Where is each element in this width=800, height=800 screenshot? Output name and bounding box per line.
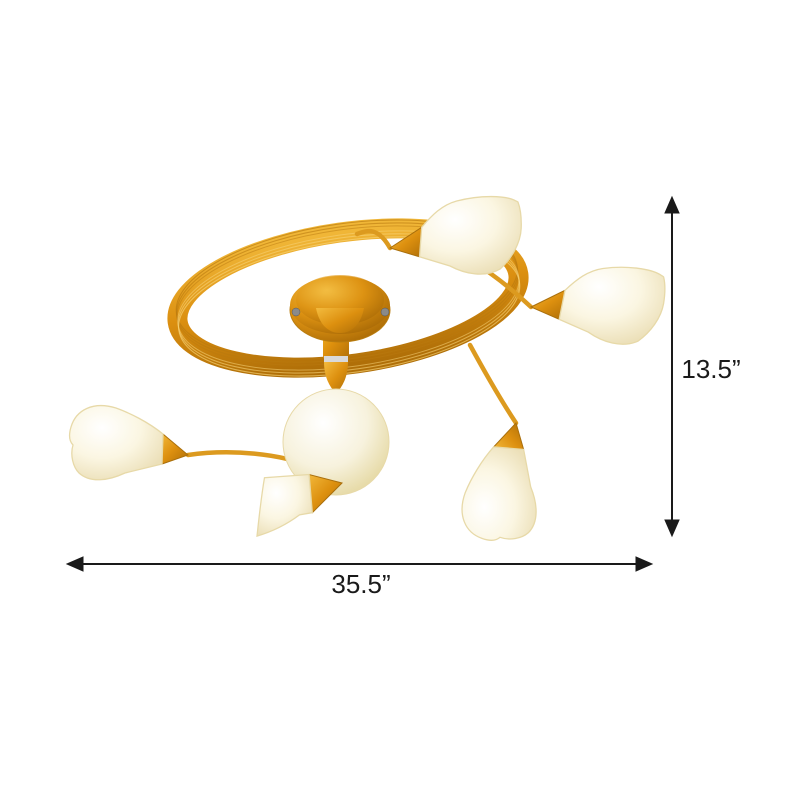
svg-text:13.5”: 13.5” bbox=[681, 354, 740, 384]
svg-text:35.5”: 35.5” bbox=[331, 569, 390, 599]
